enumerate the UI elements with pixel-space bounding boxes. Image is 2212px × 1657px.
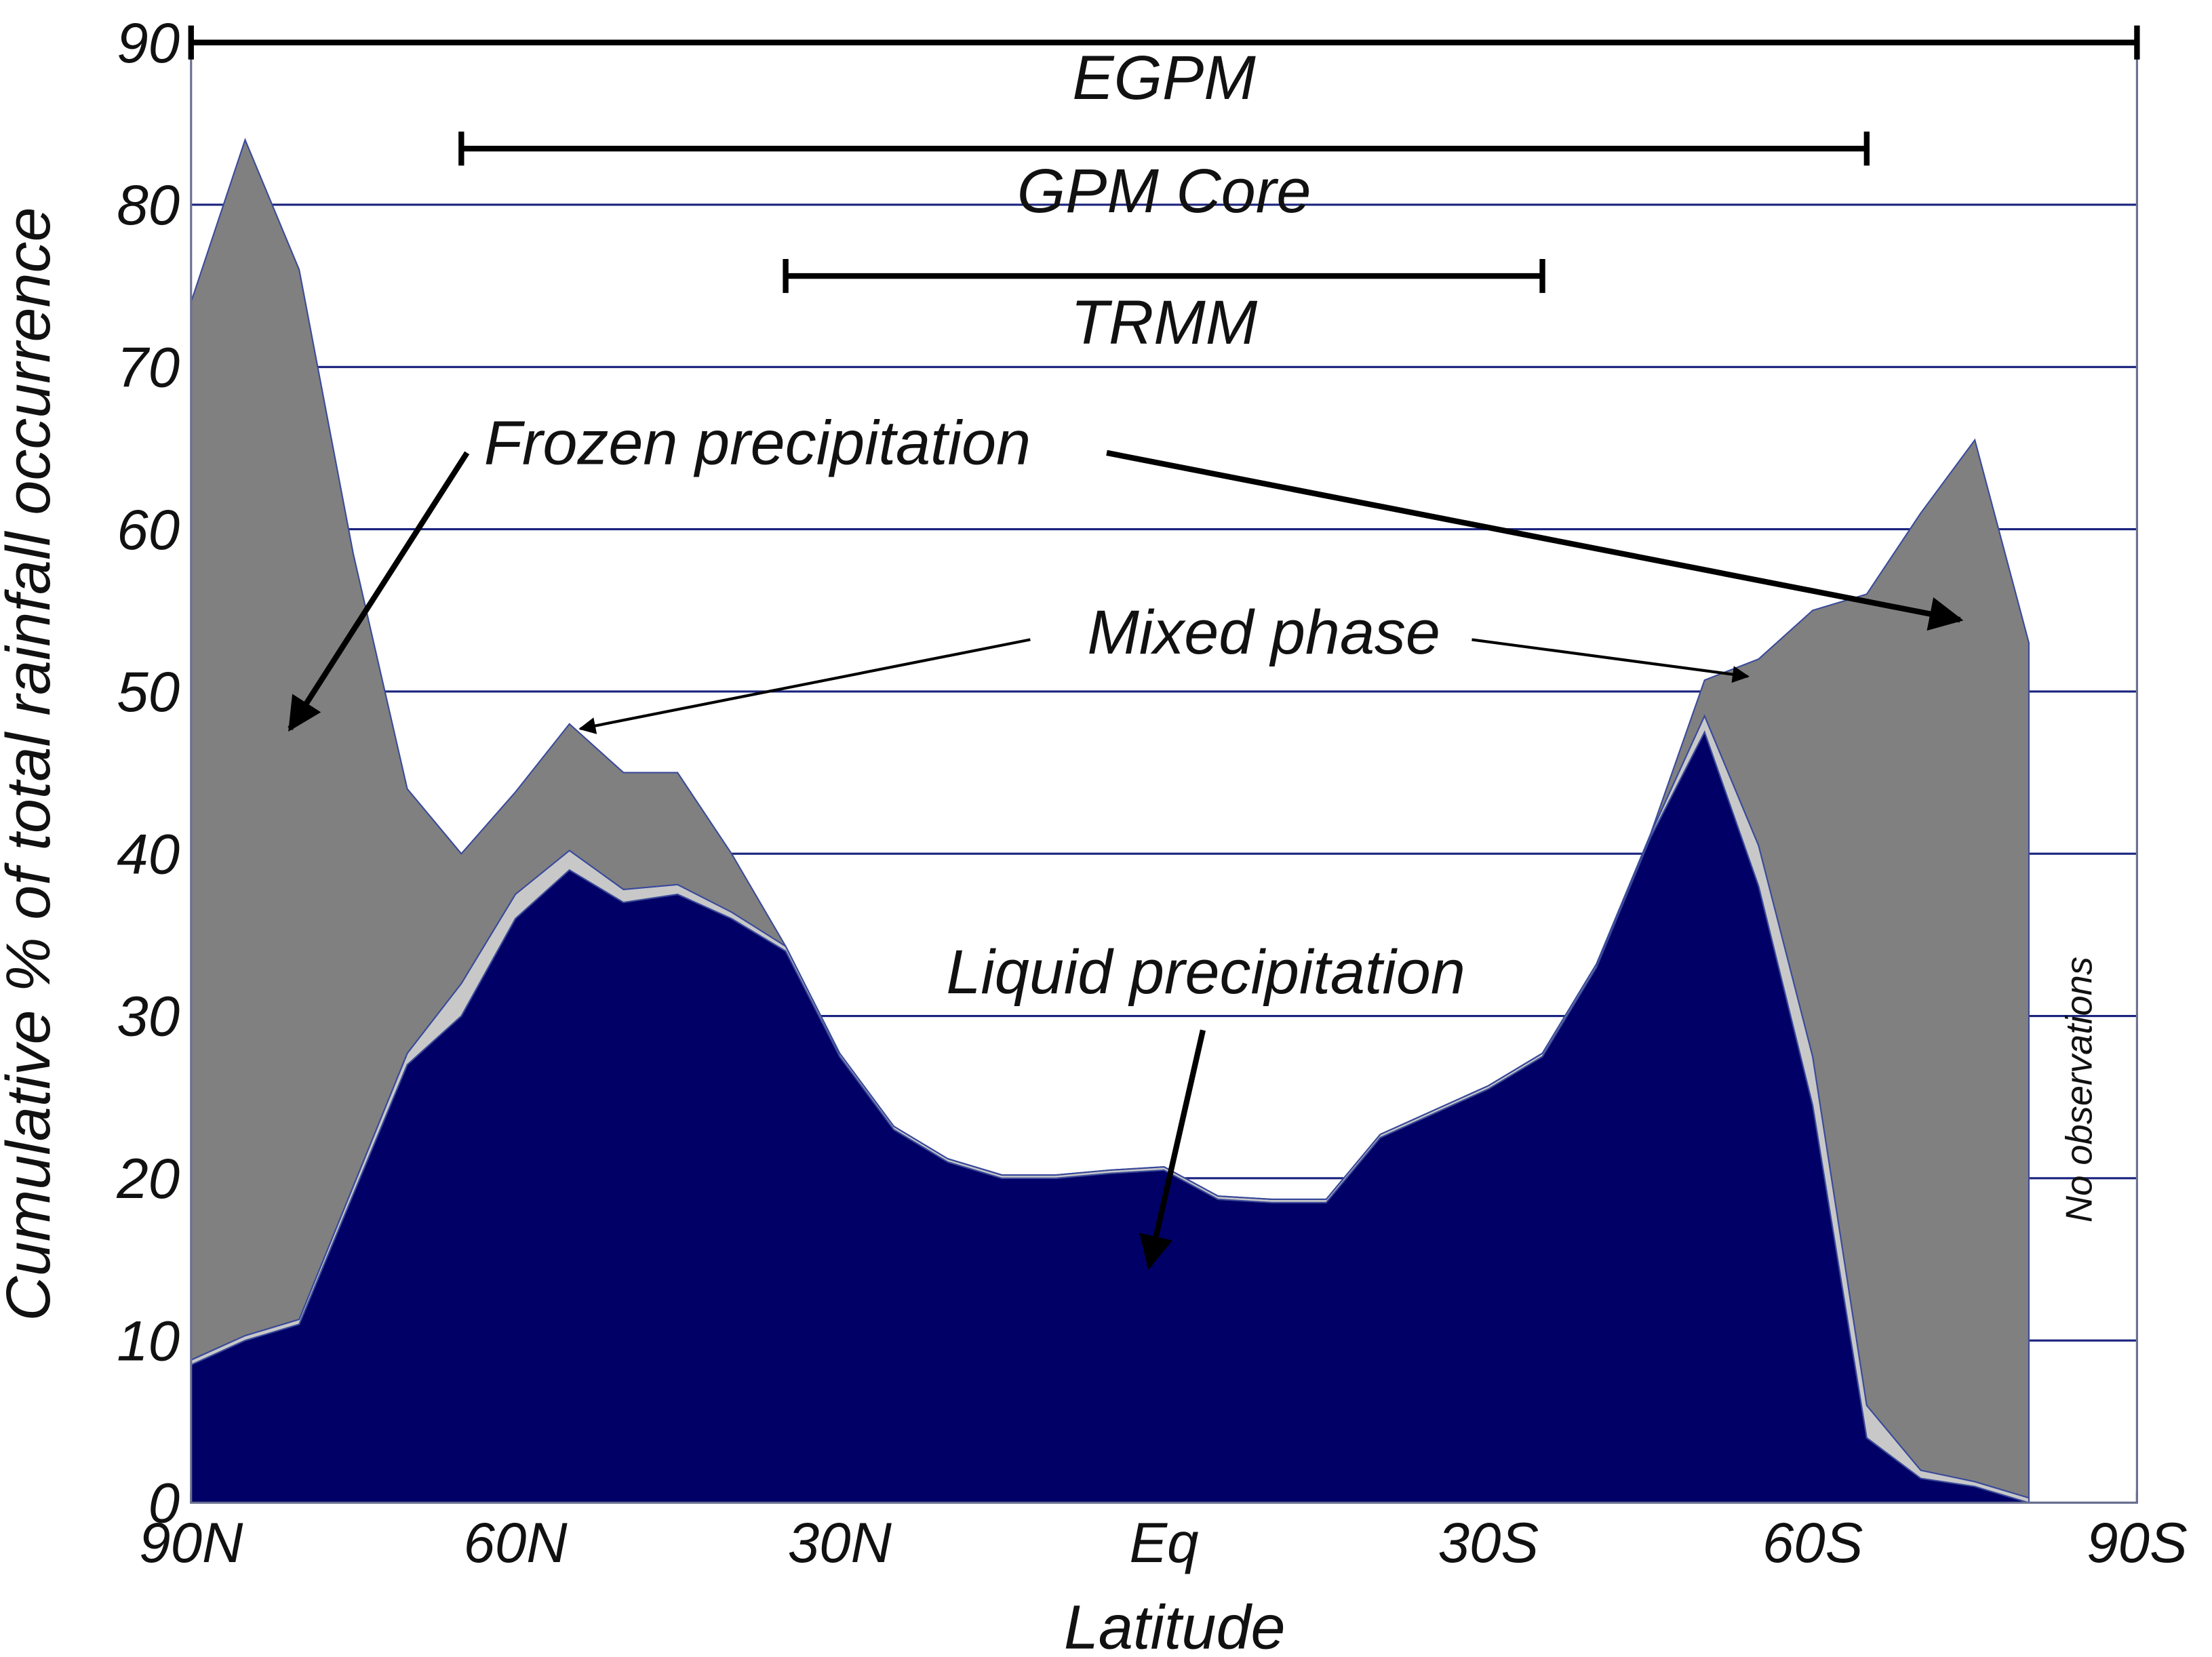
arrow <box>1139 1029 1206 1270</box>
x-tick-label: 90N <box>139 1511 243 1574</box>
axes <box>190 42 2138 1504</box>
x-tick-label: 60N <box>463 1511 568 1574</box>
y-tick-label: 30 <box>117 984 180 1048</box>
mixed-label: Mixed phase <box>1087 598 1440 667</box>
range-bar <box>188 25 2140 60</box>
x-tick-label: 60S <box>1762 1511 1863 1574</box>
y-tick-label: 0 <box>149 1471 180 1535</box>
range-label: EGPM <box>1072 43 1256 113</box>
arrow <box>288 451 470 732</box>
x-axis-label: Latitude <box>1064 1593 1286 1657</box>
frozen-label: Frozen precipitation <box>484 409 1031 478</box>
y-tick-label: 70 <box>117 336 180 399</box>
y-axis-label: Cumulative % of total rainfall occurrenc… <box>0 207 63 1321</box>
x-tick-label: 90S <box>2087 1511 2188 1574</box>
y-tick-label: 40 <box>117 822 180 885</box>
y-tick-label: 60 <box>117 498 180 561</box>
y-tick-label: 20 <box>116 1146 180 1210</box>
x-tick-label: 30N <box>788 1511 892 1574</box>
y-tick-label: 10 <box>117 1309 180 1372</box>
x-tick-label: 30S <box>1438 1511 1539 1574</box>
arrow <box>1472 638 1750 683</box>
no-obs-label: No observations <box>2059 957 2100 1222</box>
arrow <box>1106 450 1964 631</box>
x-tick-label: Eq <box>1130 1511 1199 1574</box>
arrow <box>578 638 1031 734</box>
range-label: TRMM <box>1071 288 1258 357</box>
y-tick-label: 50 <box>117 660 180 723</box>
range-bar <box>458 132 1870 166</box>
y-tick-label: 90 <box>117 11 180 75</box>
range-bar <box>783 258 1545 294</box>
liquid-label: Liquid precipitation <box>946 938 1465 1007</box>
area <box>190 138 2030 1499</box>
range-label: GPM Core <box>1017 157 1311 226</box>
y-tick-label: 80 <box>117 173 180 237</box>
overlay: Frozen precipitation Mixed phase Liquid … <box>0 11 2188 1657</box>
